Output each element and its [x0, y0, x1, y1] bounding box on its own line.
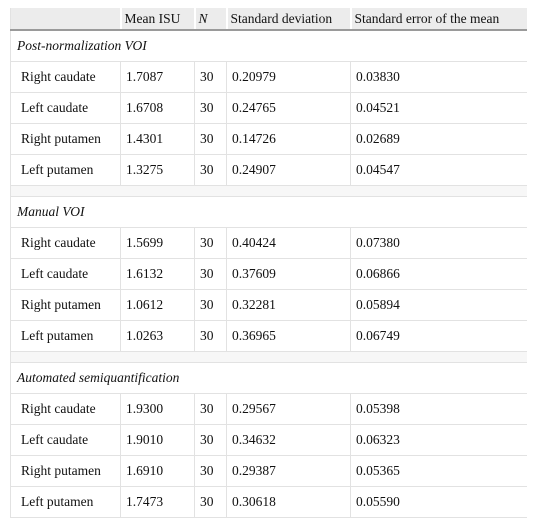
header-cell: Standard error of the mean: [350, 8, 527, 31]
data-cell: 0.07380: [350, 227, 527, 259]
data-cell: 1.3275: [120, 154, 195, 186]
data-cell: 1.9010: [120, 424, 195, 456]
row-label: Right caudate: [10, 61, 121, 93]
data-cell: 0.32281: [226, 289, 351, 321]
data-cell: 1.6132: [120, 258, 195, 290]
data-cell: 30: [194, 486, 227, 518]
data-cell: 0.02689: [350, 123, 527, 155]
spacer-cell: [10, 185, 527, 197]
section-row: Automated semiquantification: [10, 362, 527, 394]
results-table: Mean ISU N Standard deviation Standard e…: [10, 8, 527, 518]
data-cell: 0.36965: [226, 320, 351, 352]
header-cell: Standard deviation: [226, 8, 352, 31]
data-cell: 0.06866: [350, 258, 527, 290]
data-cell: 30: [194, 393, 227, 425]
data-row: Right putamen 1.4301 30 0.14726 0.02689: [10, 123, 527, 155]
section-title: Automated semiquantification: [10, 362, 527, 394]
data-row: Right putamen 1.0612 30 0.32281 0.05894: [10, 289, 527, 321]
data-cell: 30: [194, 227, 227, 259]
data-cell: 0.29567: [226, 393, 351, 425]
data-cell: 0.04547: [350, 154, 527, 186]
data-cell: 0.29387: [226, 455, 351, 487]
data-cell: 30: [194, 455, 227, 487]
data-row: Left putamen 1.0263 30 0.36965 0.06749: [10, 320, 527, 352]
row-label: Left caudate: [10, 92, 121, 124]
row-label: Right caudate: [10, 227, 121, 259]
row-label: Right putamen: [10, 123, 121, 155]
data-cell: 0.24907: [226, 154, 351, 186]
row-label: Left putamen: [10, 154, 121, 186]
data-cell: 0.30618: [226, 486, 351, 518]
data-cell: 1.0263: [120, 320, 195, 352]
data-row: Left putamen 1.7473 30 0.30618 0.05590: [10, 486, 527, 518]
data-cell: 1.6910: [120, 455, 195, 487]
data-cell: 30: [194, 258, 227, 290]
data-cell: 30: [194, 289, 227, 321]
section-title: Manual VOI: [10, 196, 527, 228]
data-cell: 0.06323: [350, 424, 527, 456]
spacer-row: [10, 185, 527, 197]
data-cell: 30: [194, 123, 227, 155]
data-cell: 1.7473: [120, 486, 195, 518]
header-cell: N: [194, 8, 228, 31]
data-row: Left caudate 1.6132 30 0.37609 0.06866: [10, 258, 527, 290]
data-row: Right putamen 1.6910 30 0.29387 0.05365: [10, 455, 527, 487]
header-cell: [10, 8, 122, 31]
data-cell: 0.06749: [350, 320, 527, 352]
data-cell: 1.4301: [120, 123, 195, 155]
data-cell: 0.14726: [226, 123, 351, 155]
header-cell: Mean ISU: [120, 8, 196, 31]
data-cell: 1.0612: [120, 289, 195, 321]
data-row: Right caudate 1.5699 30 0.40424 0.07380: [10, 227, 527, 259]
table-header: Mean ISU N Standard deviation Standard e…: [10, 8, 527, 31]
data-cell: 1.5699: [120, 227, 195, 259]
data-cell: 0.34632: [226, 424, 351, 456]
section-row: Manual VOI: [10, 196, 527, 228]
data-row: Right caudate 1.9300 30 0.29567 0.05398: [10, 393, 527, 425]
data-cell: 0.03830: [350, 61, 527, 93]
data-cell: 0.05590: [350, 486, 527, 518]
data-cell: 30: [194, 92, 227, 124]
row-label: Left caudate: [10, 258, 121, 290]
data-cell: 0.20979: [226, 61, 351, 93]
data-row: Right caudate 1.7087 30 0.20979 0.03830: [10, 61, 527, 93]
data-cell: 1.9300: [120, 393, 195, 425]
row-label: Left putamen: [10, 320, 121, 352]
data-cell: 30: [194, 154, 227, 186]
data-cell: 30: [194, 61, 227, 93]
spacer-cell: [10, 351, 527, 363]
data-cell: 30: [194, 424, 227, 456]
data-row: Left putamen 1.3275 30 0.24907 0.04547: [10, 154, 527, 186]
row-label: Right putamen: [10, 455, 121, 487]
data-cell: 0.40424: [226, 227, 351, 259]
row-label: Left putamen: [10, 486, 121, 518]
data-cell: 0.04521: [350, 92, 527, 124]
data-cell: 0.05365: [350, 455, 527, 487]
data-row: Left caudate 1.6708 30 0.24765 0.04521: [10, 92, 527, 124]
section-title: Post-normalization VOI: [10, 30, 527, 62]
table-body: Post-normalization VOI Right caudate 1.708…: [10, 30, 527, 518]
spacer-row: [10, 351, 527, 363]
data-cell: 0.24765: [226, 92, 351, 124]
row-label: Left caudate: [10, 424, 121, 456]
data-cell: 30: [194, 320, 227, 352]
section-row: Post-normalization VOI: [10, 30, 527, 62]
data-cell: 0.05894: [350, 289, 527, 321]
data-cell: 0.05398: [350, 393, 527, 425]
data-cell: 1.7087: [120, 61, 195, 93]
row-label: Right putamen: [10, 289, 121, 321]
data-cell: 1.6708: [120, 92, 195, 124]
data-cell: 0.37609: [226, 258, 351, 290]
header-row: Mean ISU N Standard deviation Standard e…: [10, 8, 527, 31]
row-label: Right caudate: [10, 393, 121, 425]
data-row: Left caudate 1.9010 30 0.34632 0.06323: [10, 424, 527, 456]
